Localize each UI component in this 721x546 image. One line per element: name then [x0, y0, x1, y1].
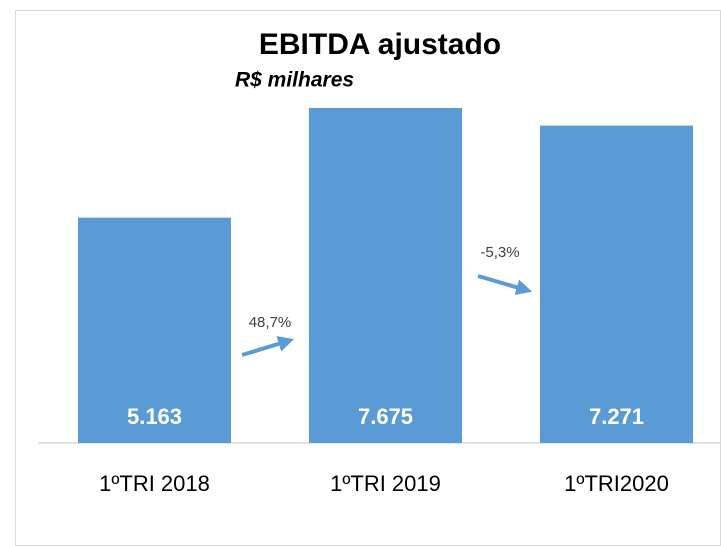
change-label: -5,3%: [480, 244, 519, 261]
x-tick-label: 1ºTRI2020: [564, 471, 669, 496]
bar: [78, 217, 231, 443]
bar: [540, 125, 693, 443]
change-label: 48,7%: [249, 314, 292, 331]
trend-arrow: [477, 274, 533, 295]
chart-subtitle: R$ milhares: [235, 69, 354, 92]
x-tick-label: 1ºTRI 2018: [99, 471, 210, 496]
chart-title: EBITDA ajustado: [259, 28, 501, 61]
data-label: 7.675: [358, 404, 413, 429]
bar: [309, 108, 462, 443]
data-label: 7.271: [589, 404, 644, 429]
trend-arrow: [241, 336, 295, 357]
data-label: 5.163: [127, 404, 182, 429]
x-tick-label: 1ºTRI 2019: [330, 471, 441, 496]
